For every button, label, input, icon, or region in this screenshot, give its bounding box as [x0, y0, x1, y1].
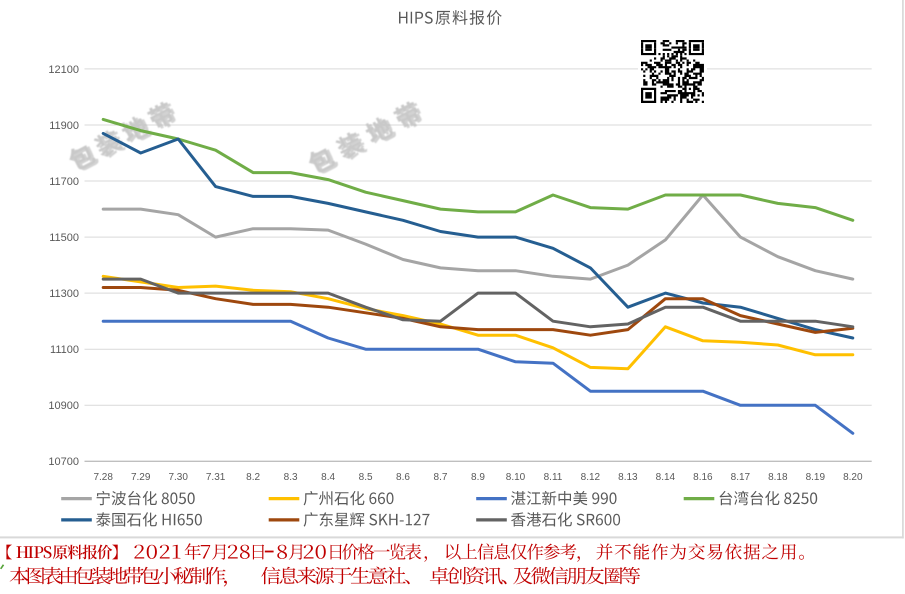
svg-text:8.11: 8.11	[544, 472, 563, 483]
svg-text:8.2: 8.2	[246, 472, 260, 483]
svg-text:12100: 12100	[48, 64, 79, 76]
svg-text:8.19: 8.19	[806, 472, 826, 483]
svg-text:11900: 11900	[49, 120, 79, 132]
svg-text:10900: 10900	[48, 400, 79, 412]
svg-text:11500: 11500	[49, 232, 79, 244]
svg-text:8.6: 8.6	[396, 472, 410, 483]
svg-text:8.18: 8.18	[768, 472, 788, 483]
svg-text:8.12: 8.12	[581, 472, 601, 483]
svg-text:8.7: 8.7	[434, 472, 448, 483]
svg-text:7.31: 7.31	[206, 472, 226, 483]
svg-text:11700: 11700	[49, 176, 79, 188]
svg-text:8.10: 8.10	[506, 472, 526, 483]
svg-text:8.5: 8.5	[359, 472, 373, 483]
svg-text:8.17: 8.17	[731, 472, 751, 483]
svg-text:8.4: 8.4	[321, 472, 335, 483]
svg-text:8.13: 8.13	[618, 472, 638, 483]
svg-text:8.16: 8.16	[693, 472, 713, 483]
svg-text:8.20: 8.20	[843, 472, 863, 483]
svg-text:7.28: 7.28	[93, 472, 113, 483]
svg-text:11100: 11100	[50, 344, 79, 356]
svg-text:11300: 11300	[49, 288, 79, 300]
svg-text:8.9: 8.9	[471, 472, 485, 483]
svg-text:7.30: 7.30	[168, 472, 188, 483]
svg-text:10700: 10700	[48, 456, 79, 468]
svg-text:8.14: 8.14	[656, 472, 676, 483]
svg-text:7.29: 7.29	[131, 472, 151, 483]
svg-text:8.3: 8.3	[284, 472, 298, 483]
